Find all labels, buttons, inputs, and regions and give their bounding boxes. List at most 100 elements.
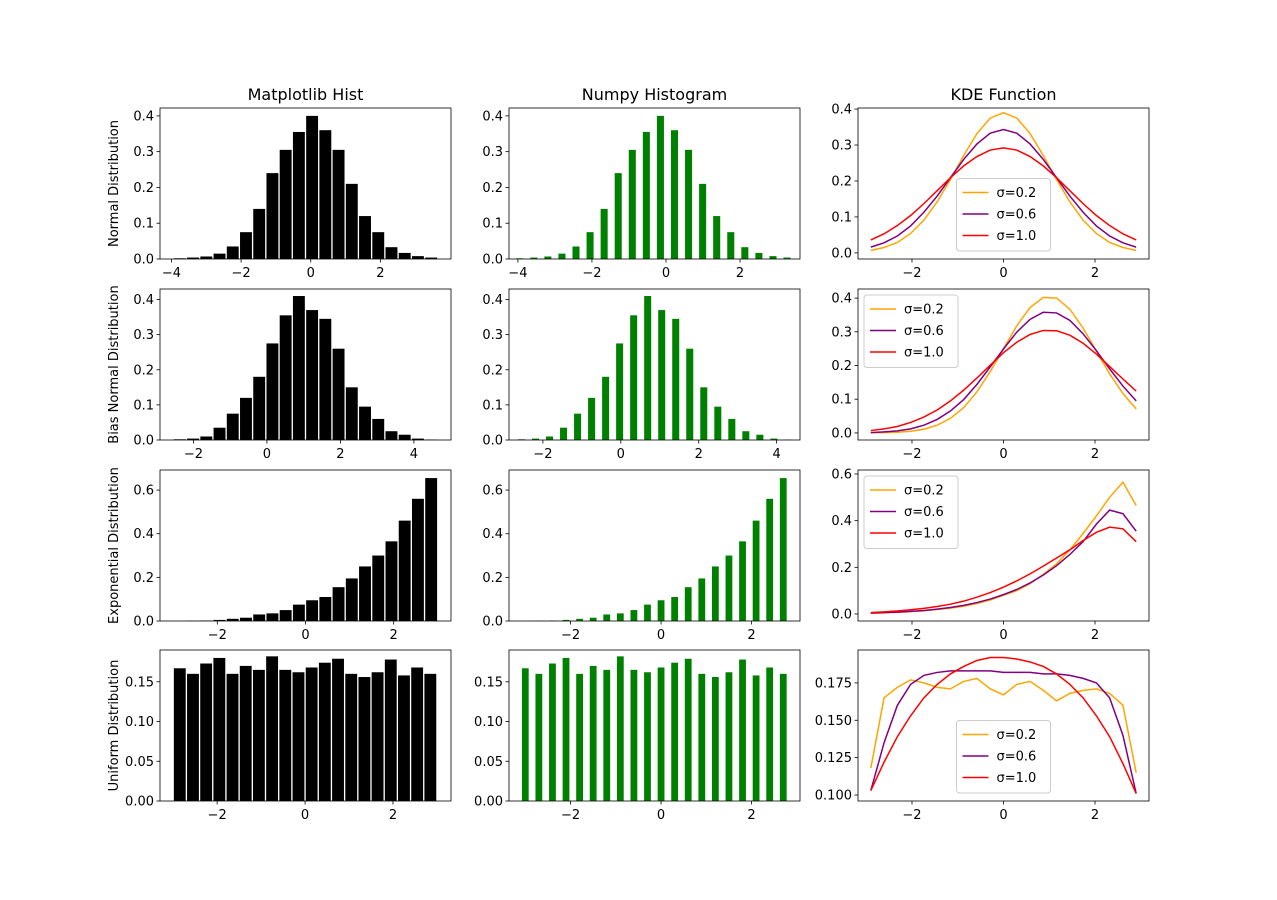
bar bbox=[711, 566, 719, 621]
bar bbox=[711, 677, 719, 801]
subplot: −2 0 2 0.100 0.125 0.150 0.175 σ=0.2 σ=0.6 σ=1.0 bbox=[815, 649, 1150, 823]
x-tick-label: −2 bbox=[232, 266, 251, 281]
bar bbox=[187, 257, 200, 259]
bar bbox=[279, 669, 292, 801]
x-tick-label: 0 bbox=[999, 447, 1007, 462]
bar bbox=[728, 418, 736, 440]
subplot: −2 0 2 0.0 0.1 0.2 0.3 0.4 KDE Function σ=0.2 σ=0.… bbox=[831, 85, 1150, 281]
bar bbox=[657, 667, 665, 801]
y-tick-label: 0.2 bbox=[482, 363, 503, 378]
bar bbox=[588, 397, 596, 440]
bar bbox=[671, 662, 679, 801]
y-tick-label: 0.6 bbox=[482, 484, 503, 499]
y-tick-label: 0.2 bbox=[133, 571, 154, 586]
bar bbox=[332, 149, 345, 259]
x-tick-label: 2 bbox=[1091, 266, 1099, 281]
bar bbox=[306, 600, 319, 621]
y-tick-label: 0.3 bbox=[831, 325, 852, 340]
bar bbox=[319, 130, 332, 259]
y-tick-label: 0.4 bbox=[133, 109, 154, 124]
x-tick-label: −2 bbox=[582, 266, 601, 281]
bar bbox=[725, 555, 733, 621]
x-tick-label: −2 bbox=[902, 447, 921, 462]
legend-label: σ=1.0 bbox=[997, 229, 1037, 244]
bar bbox=[226, 413, 239, 440]
y-tick-label: 0.15 bbox=[474, 675, 503, 690]
bar bbox=[266, 613, 279, 621]
bar bbox=[411, 256, 424, 259]
bar bbox=[616, 613, 624, 621]
x-tick-label: 2 bbox=[1091, 808, 1099, 823]
axes-frame bbox=[508, 469, 801, 622]
axes-frame bbox=[159, 288, 452, 441]
bar bbox=[372, 232, 385, 259]
x-tick-label: 0 bbox=[999, 266, 1007, 281]
bar bbox=[345, 387, 358, 440]
bar bbox=[372, 418, 385, 440]
bar bbox=[187, 438, 200, 440]
bar bbox=[253, 376, 266, 440]
y-tick-label: 0.10 bbox=[125, 715, 154, 730]
bar bbox=[562, 619, 570, 621]
bar bbox=[672, 318, 680, 440]
bar bbox=[739, 659, 746, 801]
bar bbox=[398, 520, 411, 621]
kde-line bbox=[870, 111, 1137, 252]
bar bbox=[253, 208, 266, 259]
bar bbox=[544, 256, 552, 259]
x-tick-label: 0 bbox=[662, 266, 670, 281]
x-tick-label: −2 bbox=[561, 628, 580, 643]
y-tick-label: 0.4 bbox=[831, 292, 852, 307]
bar bbox=[530, 257, 538, 259]
y-tick-label: 0.4 bbox=[482, 293, 503, 308]
x-tick-label: 0 bbox=[301, 808, 309, 823]
y-tick-label: 0.100 bbox=[815, 789, 852, 804]
x-tick-label: 0 bbox=[657, 628, 665, 643]
axes-frame bbox=[159, 649, 452, 802]
y-tick-label: 0.05 bbox=[474, 755, 503, 770]
bar bbox=[558, 253, 566, 259]
axes-frame bbox=[508, 107, 801, 260]
x-tick-label: 2 bbox=[1091, 447, 1099, 462]
bar bbox=[698, 578, 706, 621]
x-tick-label: 2 bbox=[1091, 628, 1099, 643]
bar bbox=[713, 216, 721, 259]
y-tick-label: 0.1 bbox=[482, 398, 503, 413]
bar bbox=[292, 604, 305, 621]
legend-label: σ=0.6 bbox=[997, 750, 1037, 765]
bar bbox=[372, 555, 385, 621]
bar bbox=[769, 256, 777, 259]
bar bbox=[727, 232, 735, 259]
bar bbox=[200, 436, 213, 440]
legend-box bbox=[956, 178, 1051, 252]
bar bbox=[359, 406, 371, 440]
bar bbox=[549, 663, 556, 801]
bar bbox=[226, 673, 239, 801]
y-tick-label: 0.2 bbox=[133, 181, 154, 196]
subplot: −2 0 2 0.0 0.2 0.4 0.6 bbox=[482, 469, 801, 643]
bar bbox=[319, 596, 332, 621]
bar bbox=[614, 173, 622, 259]
bar bbox=[671, 596, 679, 621]
bar bbox=[589, 617, 597, 621]
bar bbox=[292, 672, 305, 801]
kde-line bbox=[870, 128, 1137, 248]
y-tick-label: 0.00 bbox=[474, 795, 503, 810]
y-tick-label: 0.150 bbox=[815, 714, 852, 729]
bar bbox=[411, 498, 424, 621]
bar bbox=[535, 673, 543, 801]
bar bbox=[531, 438, 539, 440]
bar bbox=[576, 673, 583, 801]
bar bbox=[600, 208, 608, 259]
y-tick-label: 0.3 bbox=[482, 145, 503, 160]
bar bbox=[240, 232, 252, 259]
y-tick-label: 0.125 bbox=[815, 751, 852, 766]
bar bbox=[603, 669, 611, 801]
x-tick-label: 0 bbox=[657, 808, 665, 823]
y-tick-label: 0.0 bbox=[133, 253, 154, 268]
bar bbox=[586, 232, 594, 259]
x-tick-label: 0 bbox=[999, 808, 1007, 823]
axes-frame bbox=[159, 107, 452, 260]
bar bbox=[424, 673, 437, 801]
y-tick-label: 0.4 bbox=[133, 527, 154, 542]
